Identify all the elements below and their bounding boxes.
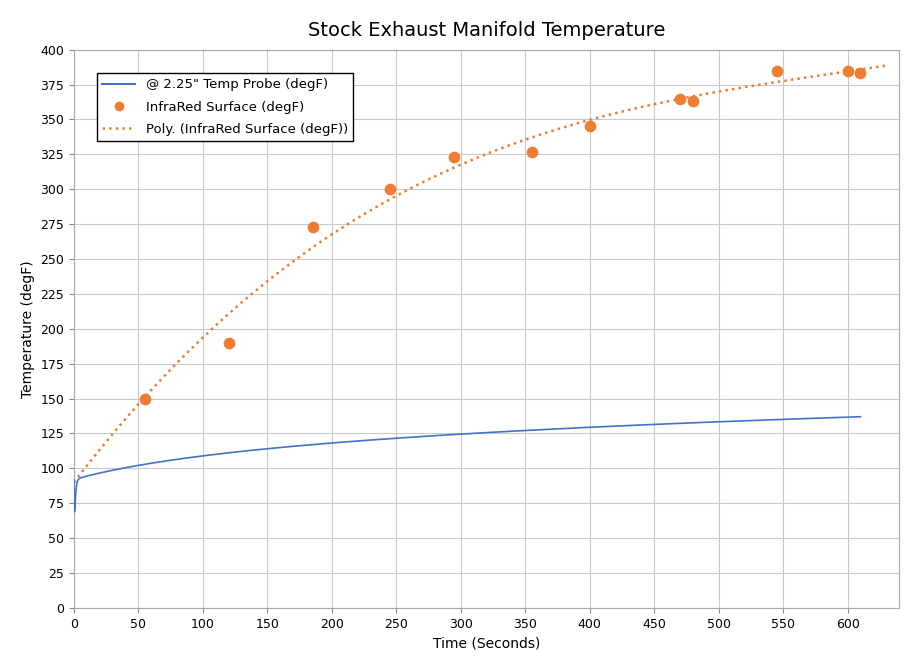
Line: Poly. (InfraRed Surface (degF)): Poly. (InfraRed Surface (degF)) — [74, 66, 885, 482]
@ 2.25" Temp Probe (degF) — [832, 413, 843, 421]
InfraRed Surface (degF) — [138, 393, 153, 404]
@ 2.25" Temp Probe (degF) — [854, 413, 865, 421]
InfraRed Surface (degF) — [582, 121, 596, 132]
InfraRed Surface (degF) — [852, 68, 867, 79]
InfraRed Surface (degF) — [447, 152, 461, 162]
InfraRed Surface (degF) — [382, 184, 397, 195]
Title: Stock Exhaust Manifold Temperature: Stock Exhaust Manifold Temperature — [308, 21, 664, 40]
InfraRed Surface (degF) — [672, 93, 686, 104]
@ 2.25" Temp Probe (degF) — [832, 413, 843, 421]
@ 2.25" Temp Probe (degF) — [687, 419, 698, 427]
@ 2.25" Temp Probe (degF) — [451, 430, 462, 438]
@ 2.25" Temp Probe (degF) — [68, 476, 79, 484]
Poly. (InfraRed Surface (degF)) — [539, 129, 550, 137]
InfraRed Surface (degF) — [221, 338, 236, 348]
InfraRed Surface (degF) — [524, 146, 539, 157]
Poly. (InfraRed Surface (degF)) — [119, 417, 130, 425]
X-axis label: Time (Seconds): Time (Seconds) — [433, 636, 539, 650]
@ 2.25" Temp Probe (degF) — [69, 508, 80, 516]
InfraRed Surface (degF) — [768, 65, 783, 76]
Poly. (InfraRed Surface (degF)) — [684, 93, 695, 101]
InfraRed Surface (degF) — [305, 221, 320, 232]
Poly. (InfraRed Surface (degF)) — [879, 62, 891, 70]
InfraRed Surface (degF) — [685, 96, 699, 107]
Poly. (InfraRed Surface (degF)) — [68, 478, 79, 486]
Poly. (InfraRed Surface (degF)) — [767, 79, 778, 87]
Y-axis label: Temperature (degF): Temperature (degF) — [21, 260, 35, 398]
Poly. (InfraRed Surface (degF)) — [561, 122, 572, 130]
Legend: @ 2.25" Temp Probe (degF), InfraRed Surface (degF), Poly. (InfraRed Surface (deg: @ 2.25" Temp Probe (degF), InfraRed Surf… — [97, 73, 353, 141]
Poly. (InfraRed Surface (degF)) — [585, 115, 596, 123]
InfraRed Surface (degF) — [839, 65, 854, 76]
Line: @ 2.25" Temp Probe (degF): @ 2.25" Temp Probe (degF) — [74, 417, 859, 512]
@ 2.25" Temp Probe (degF) — [108, 466, 119, 474]
@ 2.25" Temp Probe (degF) — [430, 431, 441, 440]
